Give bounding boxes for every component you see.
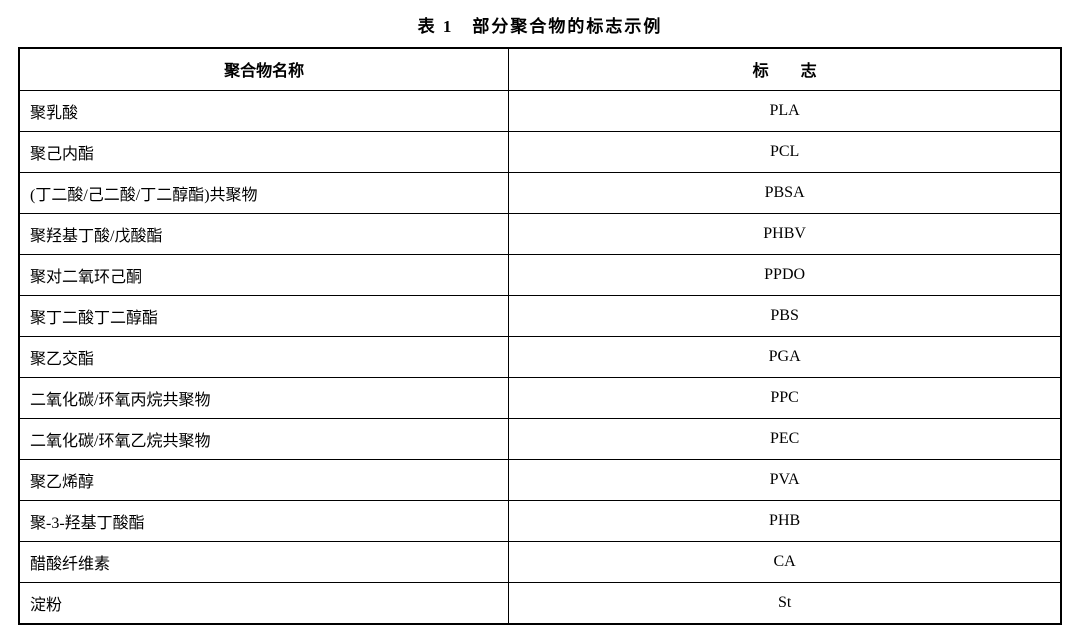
polymer-code-cell: PGA	[509, 336, 1061, 377]
polymer-code-cell: PHBV	[509, 213, 1061, 254]
polymer-code-cell: PPC	[509, 377, 1061, 418]
polymer-name-cell: 醋酸纤维素	[19, 541, 509, 582]
table-row: 二氧化碳/环氧乙烷共聚物 PEC	[19, 418, 1061, 459]
polymer-code-cell: CA	[509, 541, 1061, 582]
polymer-name-cell: 聚-3-羟基丁酸酯	[19, 500, 509, 541]
polymer-name-cell: 聚羟基丁酸/戊酸酯	[19, 213, 509, 254]
table-row: 聚-3-羟基丁酸酯 PHB	[19, 500, 1061, 541]
table-row: 聚乙烯醇 PVA	[19, 459, 1061, 500]
polymer-code-cell: PHB	[509, 500, 1061, 541]
polymer-name-cell: (丁二酸/己二酸/丁二醇酯)共聚物	[19, 172, 509, 213]
table-body: 聚乳酸 PLA 聚己内酯 PCL (丁二酸/己二酸/丁二醇酯)共聚物 PBSA …	[19, 90, 1061, 624]
polymer-code-cell: PPDO	[509, 254, 1061, 295]
polymer-name-cell: 淀粉	[19, 582, 509, 624]
polymer-table: 聚合物名称 标 志 聚乳酸 PLA 聚己内酯 PCL (丁二酸/己二酸/丁二醇酯…	[18, 47, 1062, 625]
table-row: 聚乙交酯 PGA	[19, 336, 1061, 377]
polymer-code-cell: PBSA	[509, 172, 1061, 213]
table-title: 表 1 部分聚合物的标志示例	[18, 12, 1062, 37]
polymer-code-cell: PBS	[509, 295, 1061, 336]
table-row: 二氧化碳/环氧丙烷共聚物 PPC	[19, 377, 1061, 418]
table-header-row: 聚合物名称 标 志	[19, 48, 1061, 90]
polymer-name-cell: 聚乙烯醇	[19, 459, 509, 500]
polymer-name-cell: 聚乳酸	[19, 90, 509, 131]
polymer-code-cell: PCL	[509, 131, 1061, 172]
polymer-code-cell: PVA	[509, 459, 1061, 500]
table-row: 聚乳酸 PLA	[19, 90, 1061, 131]
column-header-code: 标 志	[509, 48, 1061, 90]
table-row: 淀粉 St	[19, 582, 1061, 624]
polymer-code-cell: PEC	[509, 418, 1061, 459]
table-row: 聚己内酯 PCL	[19, 131, 1061, 172]
table-row: 聚羟基丁酸/戊酸酯 PHBV	[19, 213, 1061, 254]
column-header-name: 聚合物名称	[19, 48, 509, 90]
polymer-name-cell: 聚乙交酯	[19, 336, 509, 377]
polymer-name-cell: 二氧化碳/环氧乙烷共聚物	[19, 418, 509, 459]
polymer-name-cell: 聚丁二酸丁二醇酯	[19, 295, 509, 336]
polymer-code-cell: St	[509, 582, 1061, 624]
polymer-name-cell: 聚己内酯	[19, 131, 509, 172]
table-row: 聚对二氧环己酮 PPDO	[19, 254, 1061, 295]
polymer-name-cell: 二氧化碳/环氧丙烷共聚物	[19, 377, 509, 418]
table-row: 聚丁二酸丁二醇酯 PBS	[19, 295, 1061, 336]
polymer-code-cell: PLA	[509, 90, 1061, 131]
table-row: (丁二酸/己二酸/丁二醇酯)共聚物 PBSA	[19, 172, 1061, 213]
polymer-name-cell: 聚对二氧环己酮	[19, 254, 509, 295]
table-row: 醋酸纤维素 CA	[19, 541, 1061, 582]
